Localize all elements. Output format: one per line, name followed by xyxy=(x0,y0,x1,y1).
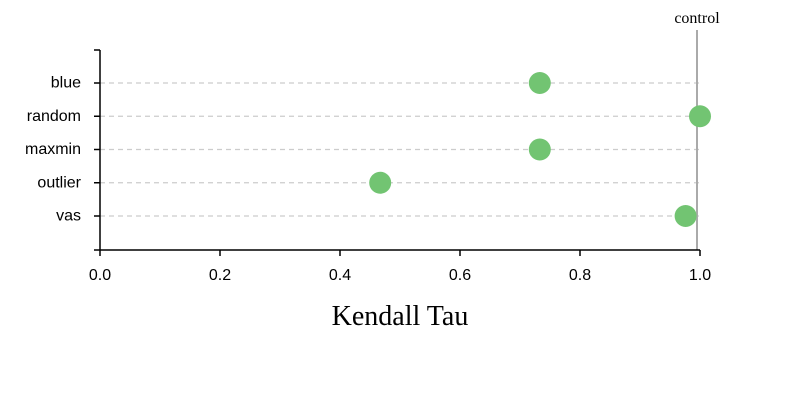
y-tick-label-outlier: outlier xyxy=(37,174,81,191)
y-axis-ticks: blue random maxmin outlier vas xyxy=(25,49,100,251)
y-tick-label-vas: vas xyxy=(56,208,81,225)
data-point-blue xyxy=(528,72,551,94)
y-tick-label-maxmin: maxmin xyxy=(25,141,81,158)
data-points xyxy=(369,72,711,227)
x-tick-label-0.4: 0.4 xyxy=(329,267,351,284)
data-point-random xyxy=(689,105,711,128)
data-point-vas xyxy=(674,205,697,227)
x-tick-label-0.8: 0.8 xyxy=(569,267,591,284)
y-tick-label-blue: blue xyxy=(51,75,81,92)
grid-lines xyxy=(100,82,700,217)
x-axis-ticks: 0.0 0.2 0.4 0.6 0.8 1.0 xyxy=(89,250,711,284)
x-tick-label-0.6: 0.6 xyxy=(449,267,471,284)
x-tick-label-0.0: 0.0 xyxy=(89,267,111,284)
x-tick-label-1.0: 1.0 xyxy=(689,267,711,284)
x-axis-title: Kendall Tau xyxy=(332,301,469,332)
data-point-maxmin xyxy=(528,138,551,161)
reference-line-group: control xyxy=(674,10,720,250)
y-tick-label-random: random xyxy=(27,108,81,125)
control-reference-label: control xyxy=(674,10,720,27)
data-point-outlier xyxy=(369,171,392,194)
x-tick-label-0.2: 0.2 xyxy=(209,267,231,284)
